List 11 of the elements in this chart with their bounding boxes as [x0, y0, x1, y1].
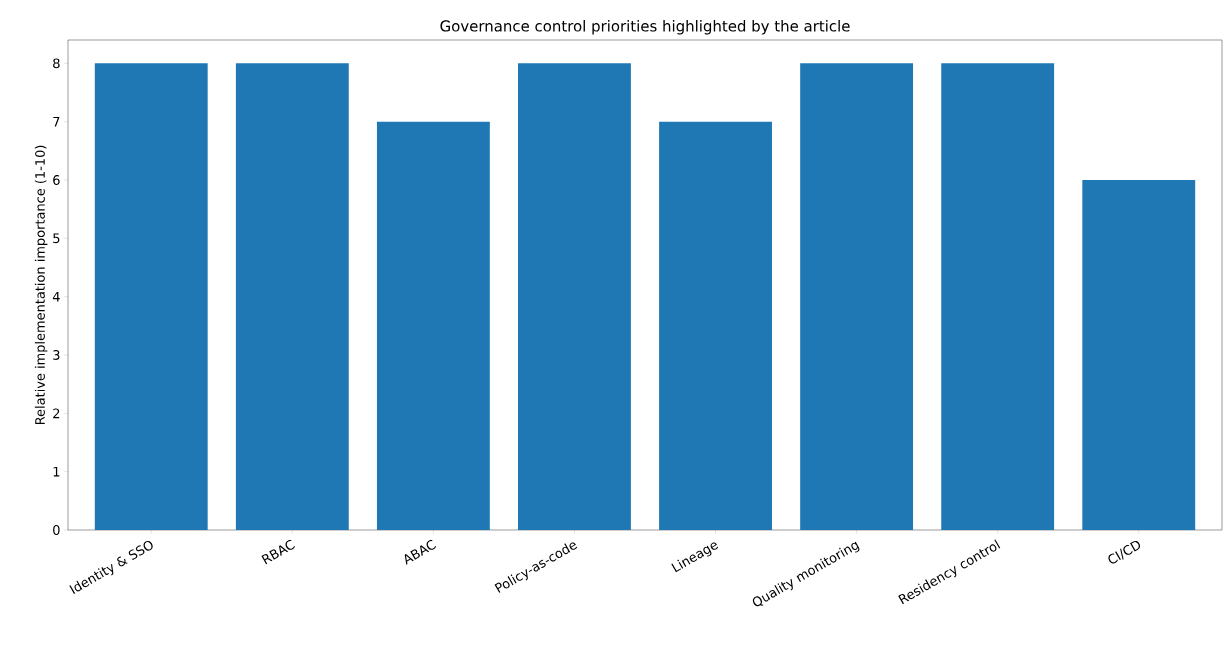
- y-tick-label: 7: [53, 116, 60, 127]
- y-tick-label: 5: [53, 233, 60, 244]
- y-axis-title: Relative implementation importance (1-10): [34, 145, 48, 425]
- y-tick-label: 1: [53, 466, 60, 477]
- y-tick-label: 0: [53, 525, 60, 535]
- y-tick-label: 8: [53, 58, 60, 69]
- y-tick-label: 2: [53, 408, 60, 419]
- y-tick-label: 4: [52, 291, 60, 302]
- y-tick-label: 6: [53, 175, 60, 185]
- y-tick-label: 3: [53, 350, 60, 360]
- chart-title: Governance control priorities highlighted by the article: [440, 20, 850, 35]
